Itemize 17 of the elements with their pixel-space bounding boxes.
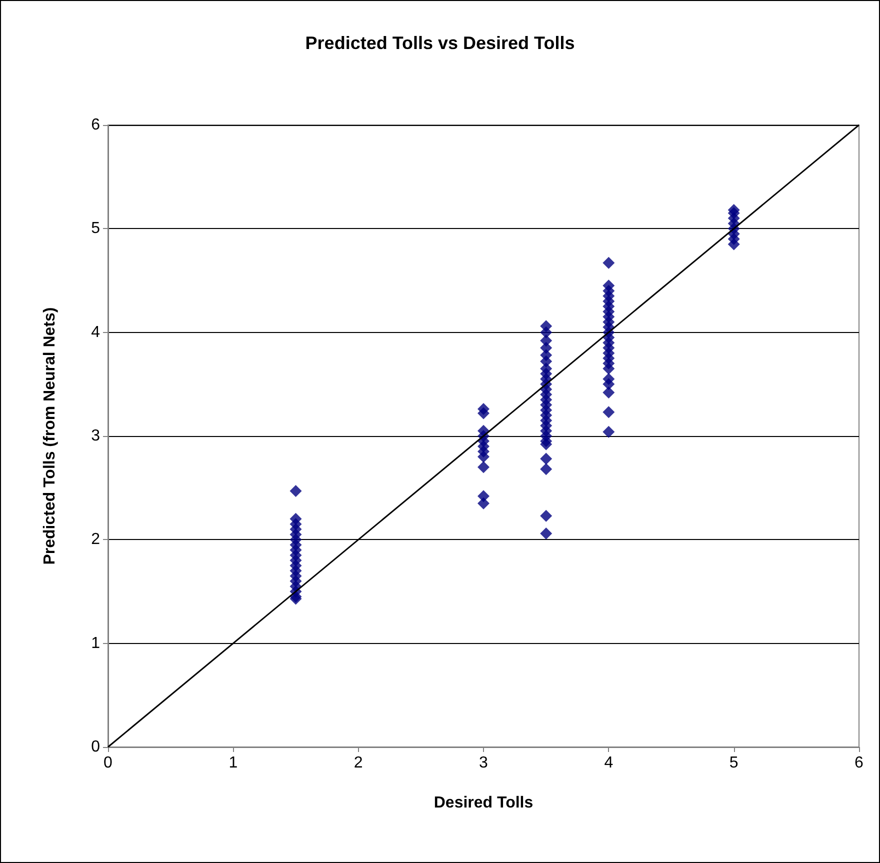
y-tick-label: 6	[91, 116, 100, 134]
x-tick-label: 5	[729, 754, 738, 772]
x-tick-label: 1	[228, 754, 238, 772]
y-tick-label: 4	[91, 324, 100, 341]
y-tick-label: 0	[91, 738, 100, 756]
chart-title: Predicted Tolls vs Desired Tolls	[305, 33, 575, 53]
x-tick-label: 0	[104, 754, 113, 772]
x-tick-label: 4	[604, 754, 614, 772]
y-tick-label: 3	[91, 428, 100, 444]
y-axis-title: Predicted Tolls (from Neural Nets)	[42, 307, 58, 565]
x-axis-title: Desired Tolls	[434, 794, 534, 812]
y-tick-label: 5	[91, 220, 100, 238]
y-tick-label: 1	[91, 634, 100, 652]
x-tick-label: 6	[854, 754, 864, 772]
y-tick-label: 2	[91, 531, 100, 548]
x-tick-label: 3	[479, 754, 488, 772]
x-tick-label: 2	[354, 754, 363, 772]
